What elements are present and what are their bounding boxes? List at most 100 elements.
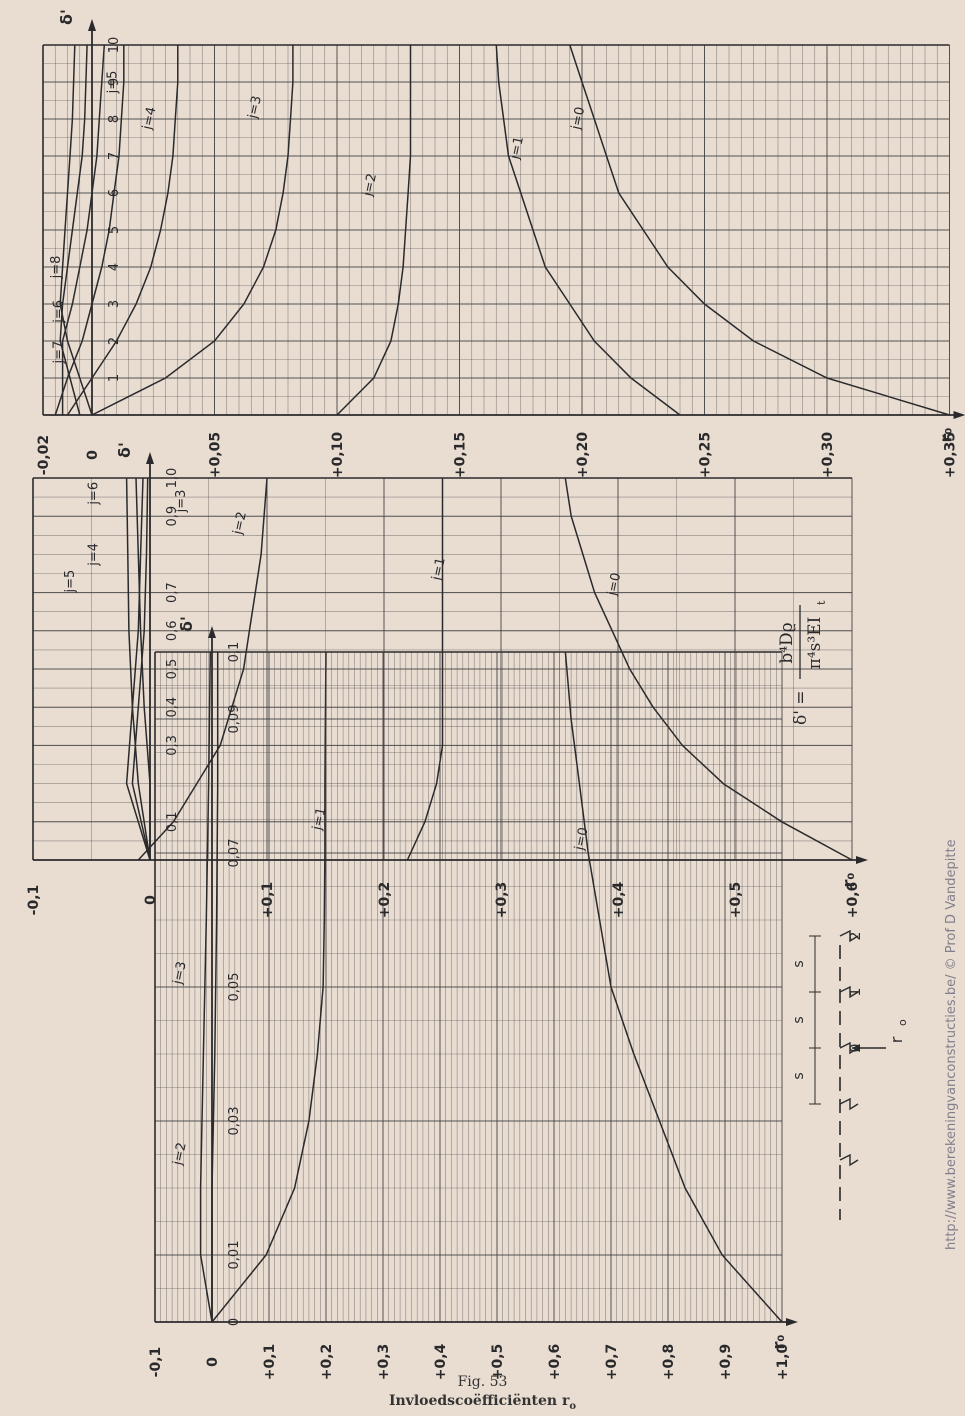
- r0-tick-label: +0,9: [718, 1344, 734, 1381]
- support-symbol: [839, 1041, 859, 1055]
- r0-tick-label: +0,5: [728, 882, 744, 919]
- r0-tick-label: +0,1: [260, 882, 276, 919]
- support-symbol: [839, 1153, 859, 1167]
- r0-axis-title: r₀: [937, 428, 956, 443]
- series-curve-j-6: [135, 477, 151, 860]
- delta-tick-label: 9: [107, 78, 122, 86]
- series-curve-j-5: [131, 477, 151, 861]
- spacing-label: s: [791, 1072, 807, 1079]
- delta-tick-label: 3: [107, 300, 122, 308]
- r0-axis-arrow: [856, 856, 868, 864]
- delta-tick-label: 0,6: [165, 620, 180, 641]
- figure-title-text: Invloedscoëfficiënten r: [388, 1393, 570, 1409]
- delta-axis-title: δ': [115, 442, 134, 458]
- delta-tick-label: 0,07: [227, 839, 242, 868]
- series-curve-j-4: [125, 477, 151, 861]
- delta-axis-arrow: [208, 626, 216, 638]
- r0-tick-label: 0: [85, 450, 101, 460]
- support-label: 2: [848, 932, 864, 941]
- delta-tick-label: 0,03: [227, 1107, 242, 1136]
- figure-title-sub: o: [569, 1400, 577, 1412]
- delta-tick-label: 0,09: [227, 705, 242, 734]
- series-curve-j-2: [137, 477, 268, 861]
- series-label-j-1: j=1: [429, 556, 449, 582]
- delta-axis-arrow: [146, 452, 154, 464]
- delta-tick-label: 0,9: [165, 506, 180, 527]
- r0-tick-label: -0,02: [36, 435, 52, 475]
- r0-tick-label: +0,35: [943, 432, 959, 478]
- r0-tick-label: +0,4: [433, 1343, 449, 1380]
- series-curve-j-0: [564, 651, 783, 1323]
- series-label-j-2: j=2: [230, 510, 250, 536]
- r0-tick-label: +0,15: [453, 432, 469, 478]
- delta-tick-label: 0,1: [227, 642, 242, 663]
- series-label-j-5: j=5: [63, 570, 78, 594]
- delta-tick-label: 1: [107, 374, 122, 382]
- r0-tick-label: +0,7: [604, 1344, 620, 1381]
- load-label-sub: o: [896, 1019, 909, 1026]
- delta-tick-label: 0,4: [165, 697, 180, 718]
- delta-axis-title: δ': [57, 9, 76, 25]
- series-curve-j-7: [59, 44, 88, 416]
- r0-tick-label: +0,25: [698, 432, 714, 478]
- support-symbol: [839, 929, 859, 943]
- delta-tick-label: 8: [107, 115, 122, 123]
- series-curve-j-3: [211, 652, 219, 1322]
- r0-tick-label: +0,5: [490, 1344, 506, 1381]
- series-label-j-3: j=3: [170, 960, 190, 986]
- watermark: http://www.berekeningvanconstructies.be/…: [944, 839, 959, 1250]
- series-label-j-6: j=6: [52, 300, 67, 324]
- r0-tick-label: +0,2: [319, 1344, 335, 1381]
- series-label-j-0: j=0: [605, 572, 625, 598]
- r0-tick-label: +0,10: [330, 432, 346, 479]
- series-curve-j-3: [91, 45, 294, 416]
- formula-group: δ' = b⁴Dϱ π⁴s³EI t: [777, 600, 828, 725]
- r0-tick-label: +0,4: [611, 881, 627, 918]
- formula-numerator: b⁴Dϱ: [777, 622, 797, 663]
- figure-title: Invloedscoëfficiënten ro: [0, 1393, 965, 1412]
- series-label-j-6: j=6: [86, 482, 101, 506]
- r0-tick-label: +0,1: [262, 1344, 278, 1381]
- delta-tick-label: 0,7: [165, 582, 180, 603]
- series-curve-j-2: [336, 45, 412, 416]
- series-curve-j-8: [59, 44, 93, 416]
- r0-tick-label: +0,2: [377, 882, 393, 919]
- series-label-j-0: j=0: [569, 106, 589, 132]
- series-label-j-1: j=1: [310, 806, 330, 832]
- delta-axis-arrow: [88, 19, 96, 31]
- series-curve-j-1: [211, 651, 327, 1323]
- r0-tick-label: +0,3: [494, 882, 510, 919]
- delta-tick-label: 0,5: [165, 659, 180, 680]
- delta-tick-label: 7: [107, 152, 122, 160]
- series-label-j-2: j=2: [170, 1141, 190, 1167]
- series-label-j-3: j=3: [174, 490, 189, 514]
- load-label: r: [887, 1036, 906, 1043]
- delta-tick-label: 0,3: [165, 735, 180, 756]
- support-symbol: [839, 1097, 859, 1111]
- delta-tick-label: 10: [107, 37, 122, 54]
- spacing-label: s: [791, 960, 807, 967]
- r0-axis-title: r₀: [839, 873, 858, 888]
- support-label: 1: [848, 988, 864, 997]
- beam-scheme-diagram: 012sssro: [791, 929, 909, 1220]
- r0-tick-label: -0,1: [148, 1347, 164, 1378]
- delta-tick-label: 0: [227, 1318, 242, 1326]
- r0-tick-label: +1,0: [775, 1343, 791, 1380]
- series-label-j-4: j=4: [140, 106, 160, 132]
- series-label-j-7: j=7: [52, 341, 67, 365]
- figure-number: Fig. 53: [457, 1374, 508, 1390]
- chart-3: δ' r₀ -0,02 0 +0,05 +0,10 +0,15 +0,20 +0,25 +0,30…: [36, 9, 965, 478]
- delta-tick-label: 4: [107, 263, 122, 271]
- r0-tick-label: 0: [143, 895, 159, 905]
- r0-tick-label: +0,6: [547, 1344, 563, 1381]
- load-arrow-head: [852, 1044, 860, 1052]
- r0-axis-arrow: [953, 411, 965, 419]
- series-curve-j-1: [406, 478, 444, 861]
- series-curve-j-6: [61, 44, 106, 415]
- r0-tick-label: +0,30: [820, 432, 836, 479]
- r0-tick-label: +0,05: [208, 432, 224, 478]
- r0-tick-label: 0: [205, 1357, 221, 1367]
- series-curve-j-1: [495, 44, 681, 416]
- r0-tick-label: -0,1: [26, 885, 42, 916]
